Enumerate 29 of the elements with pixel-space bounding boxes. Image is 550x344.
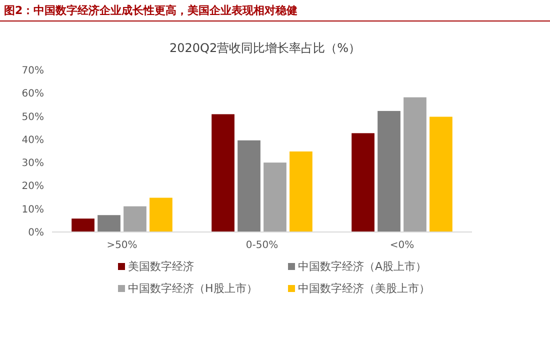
x-tick-label: >50% <box>106 240 138 251</box>
x-tick-label: <0% <box>390 240 414 251</box>
bar <box>378 110 400 232</box>
bar <box>212 114 234 232</box>
bar <box>290 151 312 232</box>
bar <box>124 206 146 232</box>
y-tick-label: 50% <box>22 112 44 123</box>
bar <box>352 133 374 232</box>
bar <box>430 116 452 232</box>
y-tick-label: 0% <box>28 228 44 238</box>
bar <box>150 198 172 232</box>
y-tick-label: 70% <box>22 66 44 76</box>
chart-subtitle: 2020Q2营收同比增长率占比（%） <box>169 41 361 55</box>
chart-title: 图2：中国数字经济企业成长性更高，美国企业表现相对稳健 <box>4 4 298 17</box>
legend-label: 美国数字经济 <box>128 260 194 273</box>
bar <box>98 215 120 232</box>
y-tick-label: 10% <box>22 204 44 216</box>
bar <box>404 97 426 232</box>
bar <box>238 140 260 232</box>
legend-label: 中国数字经济（A股上市） <box>298 260 427 273</box>
y-tick-label: 20% <box>22 181 44 192</box>
x-tick-label: 0-50% <box>246 240 278 251</box>
bar <box>72 218 94 232</box>
y-tick-label: 60% <box>22 88 44 100</box>
legend-label: 中国数字经济（H股上市） <box>128 282 258 295</box>
legend-label: 中国数字经济（美股上市） <box>298 282 430 295</box>
y-tick-label: 40% <box>22 134 44 146</box>
y-tick-label: 30% <box>22 158 44 170</box>
bar <box>264 162 286 232</box>
